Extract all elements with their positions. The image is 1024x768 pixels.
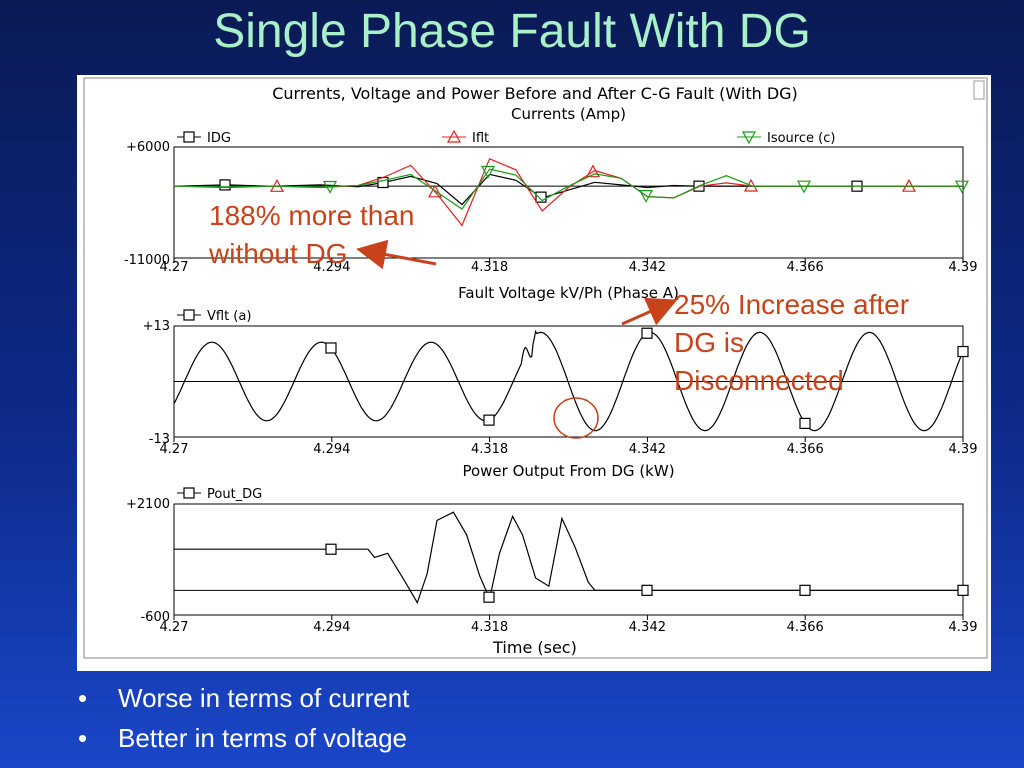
annotation-line: DG is xyxy=(674,327,744,358)
series-line xyxy=(173,329,963,432)
marker-triangle xyxy=(585,164,601,178)
x-tick-label: 4.318 xyxy=(471,260,508,275)
plot-frame xyxy=(173,503,964,616)
marker-triangle-down xyxy=(322,180,338,194)
marker-triangle xyxy=(446,129,462,143)
marker-square xyxy=(183,131,195,143)
x-tick-label: 4.27 xyxy=(160,442,189,457)
x-tick-label: 4.318 xyxy=(471,442,508,457)
marker-triangle-down xyxy=(480,165,496,179)
annotation-line: without DG xyxy=(209,238,348,269)
marker-square xyxy=(641,584,653,596)
marker-triangle-down xyxy=(741,131,757,145)
annotation-line: 25% Increase after xyxy=(674,289,910,320)
figure-svg: Currents, Voltage and Power Before and A… xyxy=(83,77,988,659)
bullet-dot: • xyxy=(78,683,88,713)
marker-square xyxy=(483,414,495,426)
slide-title: Single Phase Fault With DG xyxy=(213,5,811,58)
fault-highlight-circle xyxy=(553,397,599,439)
x-tick-label: 4.27 xyxy=(160,620,189,635)
annotation-line: 188% more than xyxy=(209,200,415,231)
legend-label: Iflt xyxy=(472,131,489,146)
marker-square xyxy=(325,543,337,555)
time-axis-label: Time (sec) xyxy=(492,638,577,657)
series-line xyxy=(174,511,963,605)
series-line xyxy=(173,173,963,206)
marker-triangle xyxy=(743,178,759,192)
legend-label: Isource (c) xyxy=(767,131,835,146)
y-tick-label: +6000 xyxy=(126,140,170,155)
plot-title: Power Output From DG (kW) xyxy=(462,462,674,480)
legend-label: Vflt (a) xyxy=(207,309,251,324)
x-tick-label: 4.342 xyxy=(629,260,666,275)
legend-label: IDG xyxy=(207,131,231,146)
figure-main-title: Currents, Voltage and Power Before and A… xyxy=(272,84,798,103)
charts-group: Currents (Amp) 4.27 4.294 4.318 4.342 4.366 4.… xyxy=(124,105,978,635)
y-tick-label: +2100 xyxy=(126,497,170,512)
marker-square xyxy=(957,345,969,358)
marker-triangle xyxy=(427,184,443,198)
bullet-item: • Better in terms of voltage xyxy=(78,718,409,758)
x-tick-label: 4.366 xyxy=(787,620,824,635)
marker-square xyxy=(219,179,231,191)
marker-triangle-down xyxy=(796,180,812,194)
plot-frame xyxy=(173,146,964,259)
y-tick-label: -13 xyxy=(149,432,170,447)
marker-triangle-down xyxy=(954,180,970,194)
x-tick-label: 4.39 xyxy=(949,260,978,275)
bullet-text: Better in terms of voltage xyxy=(118,723,408,753)
marker-square xyxy=(325,342,337,354)
y-tick-label: -600 xyxy=(140,610,170,625)
bullet-dot: • xyxy=(78,723,88,753)
x-tick-label: 4.39 xyxy=(949,620,978,635)
panel-corner-box xyxy=(973,80,985,100)
marker-square xyxy=(535,191,547,203)
annotation-line: Disconnected xyxy=(674,365,844,396)
bullet-text: Worse in terms of current xyxy=(118,683,410,713)
y-tick-label: +13 xyxy=(143,319,170,334)
marker-square xyxy=(641,327,653,339)
x-tick-label: 4.294 xyxy=(313,260,350,275)
marker-square xyxy=(183,487,195,499)
panel-border xyxy=(83,77,988,659)
x-tick-label: 4.27 xyxy=(160,260,189,275)
bullet-list: • Worse in terms of current • Better in te… xyxy=(78,678,409,758)
x-tick-label: 4.366 xyxy=(787,442,824,457)
plot-panel: Currents, Voltage and Power Before and A… xyxy=(77,75,991,671)
marker-square xyxy=(183,309,195,321)
annotation-voltage-increase: 25% Increase after DG is Disconnected xyxy=(674,286,974,400)
plot-title: Currents (Amp) xyxy=(511,105,626,123)
annotation-current-increase: 188% more than without DG xyxy=(209,197,469,273)
marker-square xyxy=(799,417,811,429)
x-tick-label: 4.39 xyxy=(949,442,978,457)
marker-square xyxy=(483,591,495,603)
x-tick-label: 4.294 xyxy=(313,442,350,457)
plot-title: Fault Voltage kV/Ph (Phase A) xyxy=(458,284,679,302)
marker-square xyxy=(957,584,969,596)
x-tick-label: 4.342 xyxy=(629,442,666,457)
y-tick-label: -11000 xyxy=(124,253,170,268)
x-tick-label: 4.342 xyxy=(629,620,666,635)
bullet-item: • Worse in terms of current xyxy=(78,678,409,718)
legend-label: Pout_DG xyxy=(207,487,262,502)
marker-square xyxy=(799,584,811,596)
x-tick-label: 4.294 xyxy=(313,620,350,635)
x-tick-label: 4.318 xyxy=(471,620,508,635)
marker-triangle-down xyxy=(638,190,654,203)
x-tick-label: 4.366 xyxy=(787,260,824,275)
